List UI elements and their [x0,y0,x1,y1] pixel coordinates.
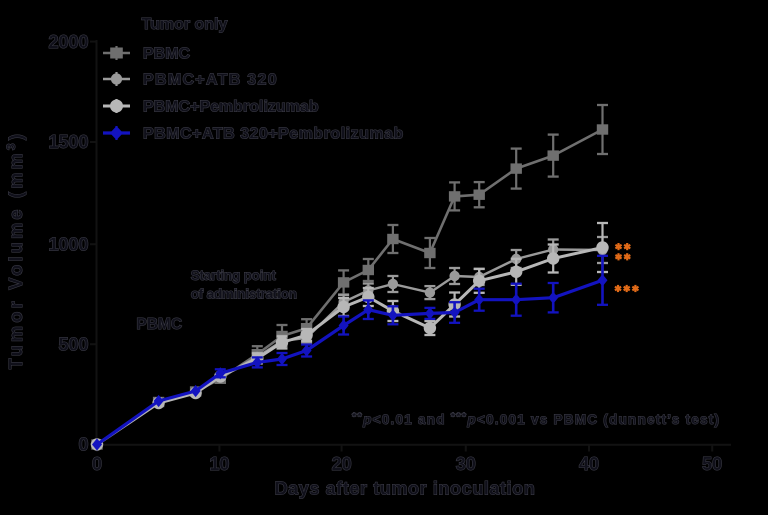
svg-text:10: 10 [209,454,229,474]
svg-text:Days after tumor inoculation: Days after tumor inoculation [275,479,536,499]
svg-text:0: 0 [78,434,88,454]
svg-text:30: 30 [456,454,476,474]
svg-text:500: 500 [58,334,88,354]
svg-text:0: 0 [92,454,102,474]
svg-text:PBMC: PBMC [136,316,182,333]
svg-text:1000: 1000 [48,234,88,254]
svg-text:**p<0.01 and ***p<0.001 vs PBM: **p<0.01 and ***p<0.001 vs PBMC (dunnett… [352,411,720,427]
svg-text:of administration: of administration [191,287,297,302]
svg-text:20: 20 [332,454,352,474]
svg-text:PBMC+ATB 320+Pembrolizumab: PBMC+ATB 320+Pembrolizumab [143,126,404,143]
svg-text:40: 40 [579,454,599,474]
svg-text:1500: 1500 [48,132,88,152]
svg-text:Tumor only: Tumor only [142,16,228,33]
svg-text:Starting point: Starting point [191,268,277,283]
svg-text:PBMC: PBMC [143,46,191,63]
svg-text:2000: 2000 [48,32,88,52]
svg-text:50: 50 [702,454,722,474]
svg-text:PBMC+ATB 320: PBMC+ATB 320 [143,72,278,89]
svg-text:Tumor Volume (mm3): Tumor Volume (mm3) [4,131,26,369]
svg-text:PBMC+Pembrolizumab: PBMC+Pembrolizumab [143,99,319,116]
